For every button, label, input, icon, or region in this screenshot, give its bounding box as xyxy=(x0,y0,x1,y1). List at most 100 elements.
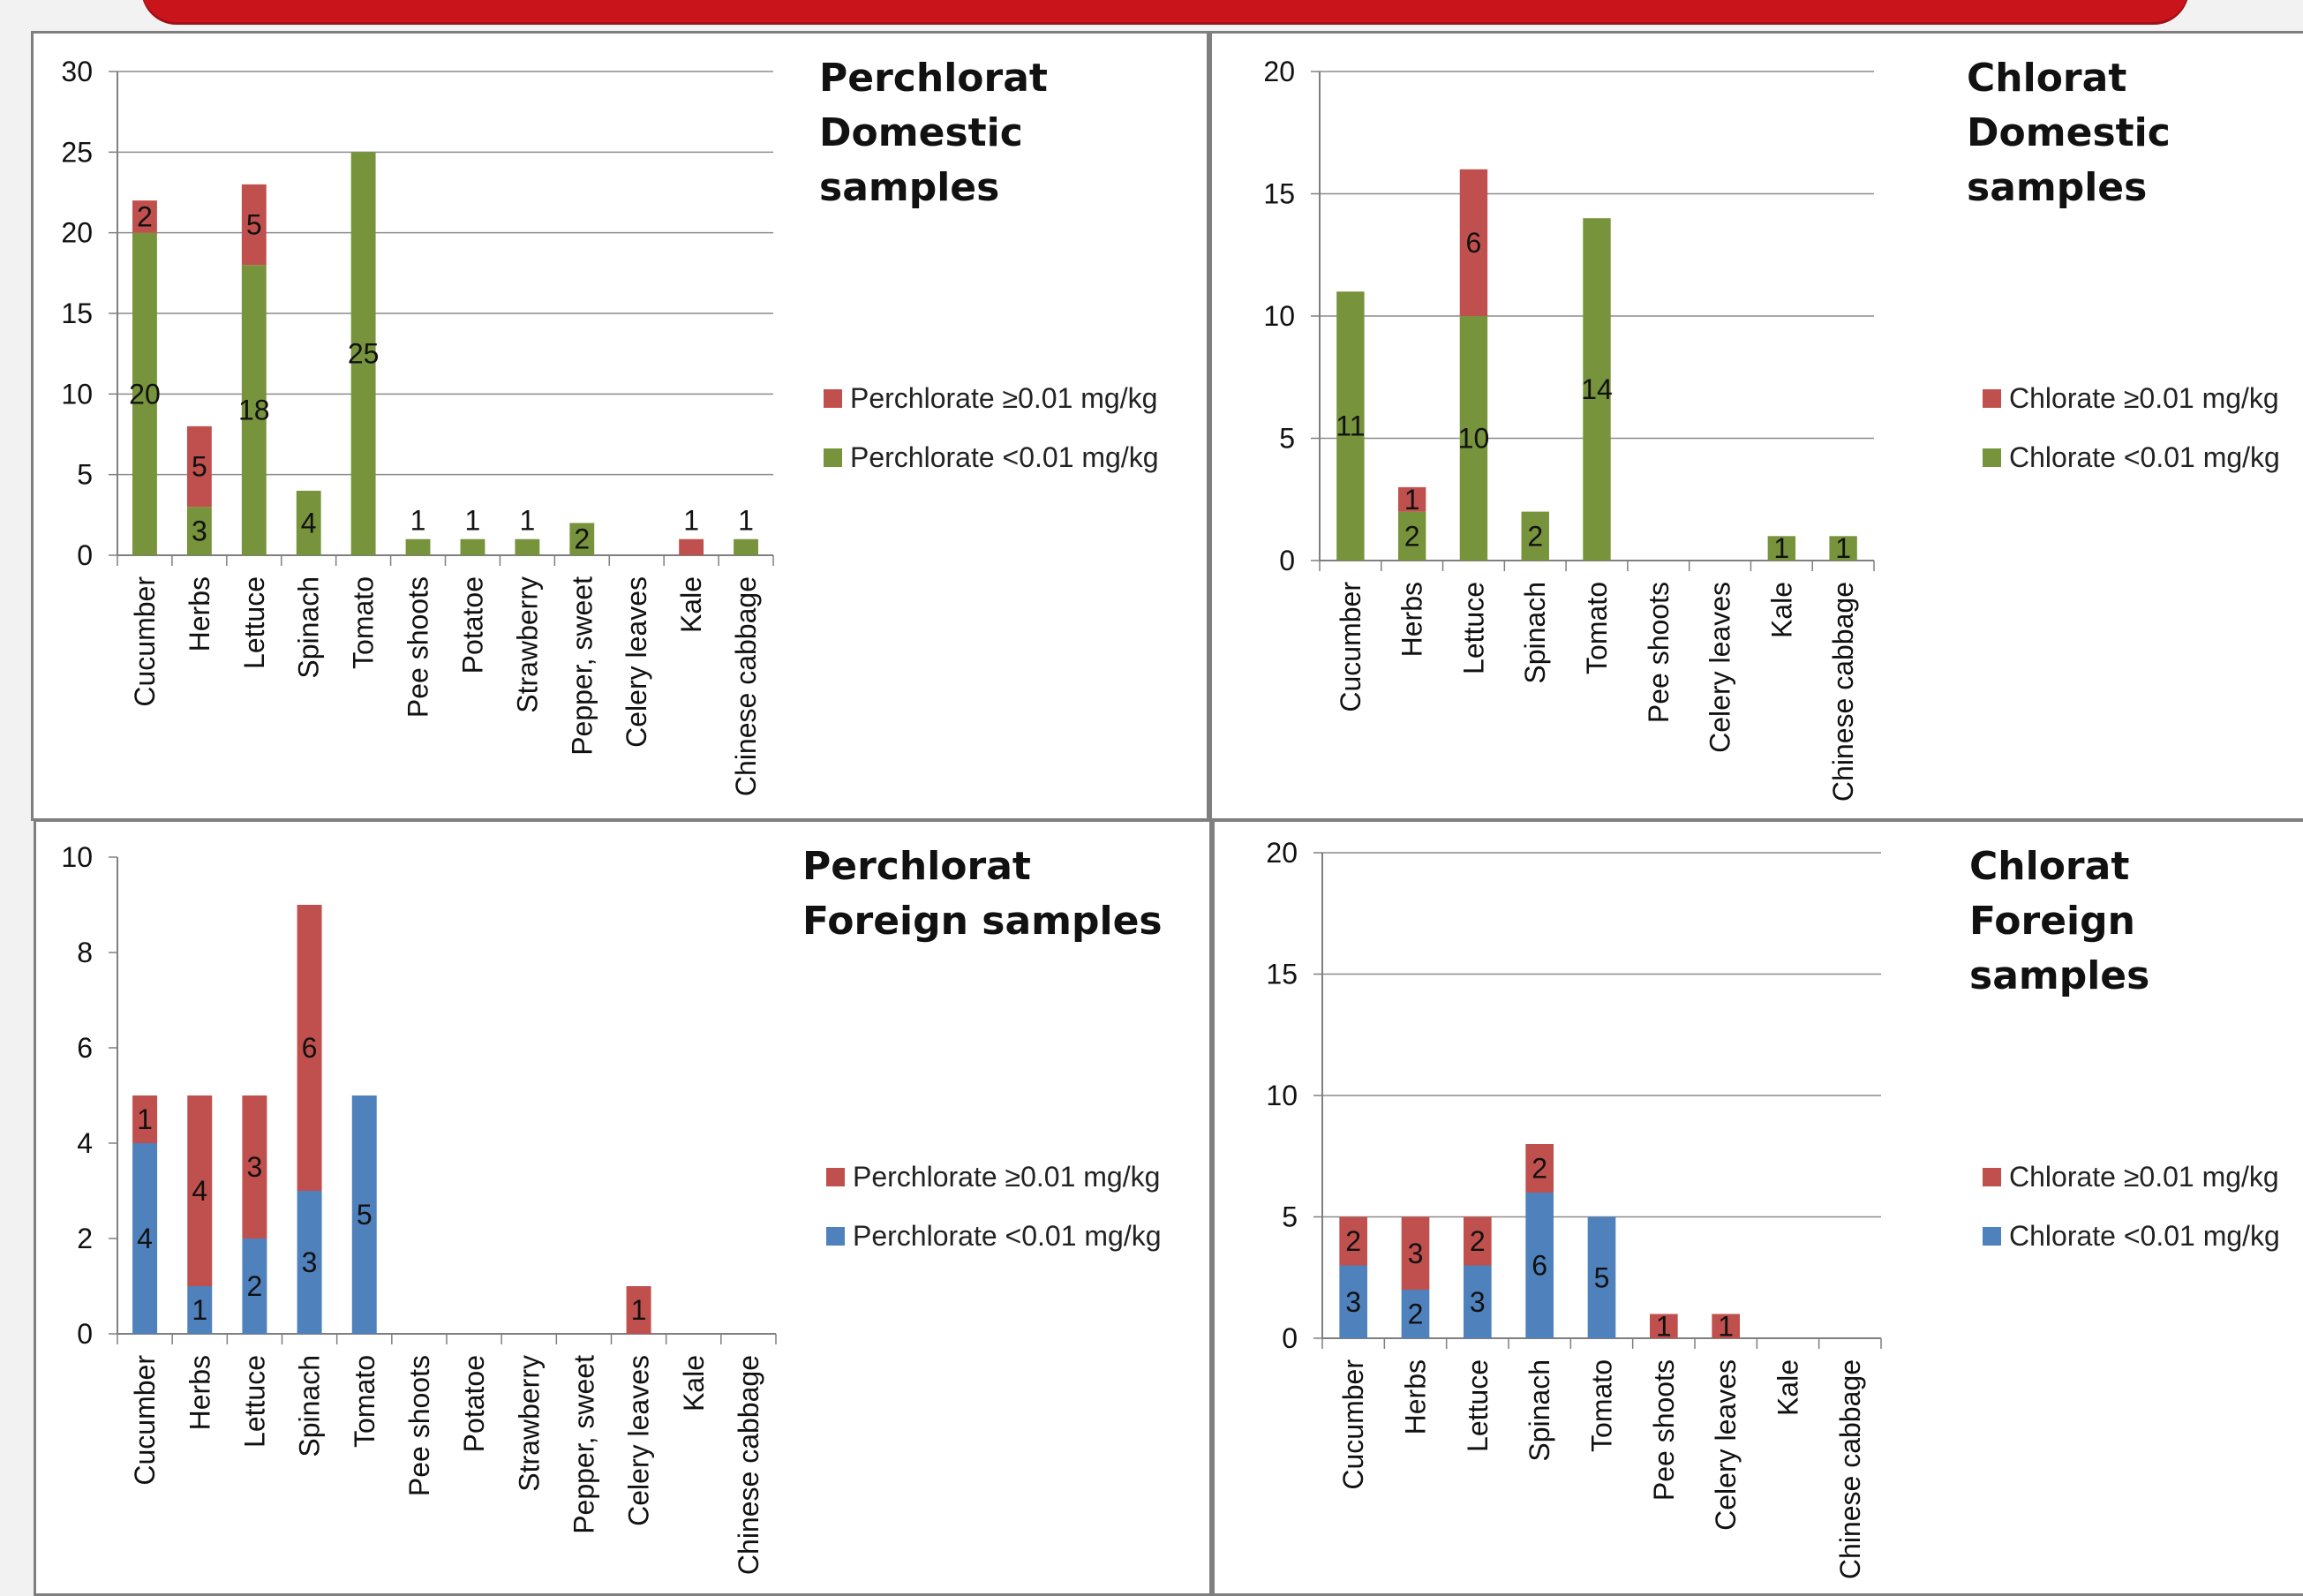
legend-swatch-high xyxy=(1983,388,2001,408)
legend-swatch-low xyxy=(824,448,842,467)
data-label: 5 xyxy=(246,209,262,241)
category-label-potatoe: Potatoe xyxy=(456,576,488,674)
legend-label-high: Chlorate ≥0.01 mg/kg xyxy=(2009,1160,2279,1193)
bar-spinach-low xyxy=(1525,1193,1554,1338)
chart-title: Chlorat Domestic samples xyxy=(1967,56,2171,210)
category-label-pepper-sweet: Pepper, sweet xyxy=(566,576,598,756)
bar-lettuce-high xyxy=(242,1095,267,1238)
bar-herbs-high xyxy=(1397,486,1426,512)
legend-swatch-high xyxy=(826,1167,845,1186)
category-label-spinach: Spinach xyxy=(294,1355,326,1457)
bar-kale-high xyxy=(679,538,704,555)
chart-legend: Perchlorate ≥0.01 mg/kg Perchlorate <0.0… xyxy=(824,380,1159,499)
category-label-lettuce: Lettuce xyxy=(1462,1359,1494,1452)
data-label: 6 xyxy=(1532,1250,1547,1282)
bar-lettuce-high xyxy=(1459,169,1488,316)
y-tick-label: 0 xyxy=(77,1318,93,1350)
data-label: 1 xyxy=(465,505,481,537)
y-tick-label: 10 xyxy=(1266,1080,1298,1111)
y-tick-label: 15 xyxy=(1266,959,1298,990)
bar-spinach-high xyxy=(297,905,322,1191)
data-label: 3 xyxy=(1408,1238,1424,1269)
category-label-pepper-sweet: Pepper, sweet xyxy=(568,1355,599,1534)
category-label-strawberry: Strawberry xyxy=(511,576,543,713)
data-label: 2 xyxy=(137,200,153,232)
data-label: 2 xyxy=(1404,520,1420,552)
y-tick-label: 10 xyxy=(61,378,93,410)
category-label-lettuce: Lettuce xyxy=(238,576,270,669)
y-tick-label: 0 xyxy=(77,539,93,571)
data-label: 1 xyxy=(1718,1310,1734,1342)
bar-lettuce-high xyxy=(241,184,267,266)
category-label-chinese-cabbage: Chinese cabbage xyxy=(733,1355,764,1575)
category-label-herbs: Herbs xyxy=(1396,582,1428,657)
category-label-cucumber: Cucumber xyxy=(129,1355,161,1486)
data-label: 4 xyxy=(137,1223,153,1254)
bar-cucumber-high xyxy=(132,200,157,233)
data-label: 1 xyxy=(137,1103,153,1135)
bar-lettuce-low xyxy=(1464,1265,1492,1338)
category-label-cucumber: Cucumber xyxy=(1335,582,1366,712)
category-label-tomato: Tomato xyxy=(1581,582,1613,674)
chart-legend: Chlorate ≥0.01 mg/kg Chlorate <0.01 mg/k… xyxy=(1983,380,2280,499)
legend-label-low: Chlorate <0.01 mg/kg xyxy=(2009,1219,2280,1252)
bar-lettuce-low xyxy=(242,1238,267,1334)
data-label: 3 xyxy=(302,1246,318,1278)
data-label: 1 xyxy=(519,505,535,537)
legend-swatch-low xyxy=(1983,448,2001,467)
legend-label-high: Perchlorate ≥0.01 mg/kg xyxy=(853,1160,1161,1193)
legend-item-high: Chlorate ≥0.01 mg/kg xyxy=(1983,380,2280,416)
data-label: 1 xyxy=(192,1294,207,1326)
chart-panel-perchlorat-foreign: 0 2 4 6 8 10 Cucumber Herbs Lettuce Spinach Tomato… xyxy=(34,819,1212,1596)
category-label-kale: Kale xyxy=(1765,582,1797,638)
top-banner xyxy=(141,0,2189,22)
bar-potatoe-low xyxy=(460,538,485,555)
y-tick-label: 15 xyxy=(1263,178,1295,210)
data-label: 1 xyxy=(1656,1310,1672,1342)
bar-cucumber-low xyxy=(132,232,157,555)
y-tick-label: 5 xyxy=(1279,423,1295,455)
data-label: 25 xyxy=(348,338,380,370)
data-label: 3 xyxy=(247,1151,263,1183)
bar-tomato-low xyxy=(1587,1216,1616,1338)
category-label-kale: Kale xyxy=(1772,1359,1804,1416)
bar-spinach-low xyxy=(1521,511,1549,561)
y-tick-label: 20 xyxy=(61,217,93,249)
legend-item-low: Chlorate <0.01 mg/kg xyxy=(1983,440,2280,475)
bar-spinach-high xyxy=(1525,1144,1554,1193)
legend-item-low: Chlorate <0.01 mg/kg xyxy=(1983,1218,2280,1253)
category-label-chinese-cabbage: Chinese cabbage xyxy=(730,576,762,796)
data-label: 3 xyxy=(192,516,207,547)
bar-kale-low xyxy=(1767,536,1796,561)
bar-chinese-cabbage-low xyxy=(734,538,758,555)
data-label: 2 xyxy=(1527,520,1543,552)
y-tick-label: 10 xyxy=(61,841,93,873)
category-label-kale: Kale xyxy=(675,576,707,633)
data-label: 6 xyxy=(1466,227,1482,259)
bar-tomato-low xyxy=(351,1095,377,1334)
data-label: 2 xyxy=(247,1270,263,1302)
category-label-spinach: Spinach xyxy=(1519,582,1551,684)
legend-swatch-low xyxy=(1983,1226,2001,1246)
legend-item-low: Perchlorate <0.01 mg/kg xyxy=(824,440,1159,475)
category-label-celery-leaves: Celery leaves xyxy=(1705,582,1736,753)
category-label-tomato: Tomato xyxy=(349,1355,380,1448)
legend-label-high: Chlorate ≥0.01 mg/kg xyxy=(2009,381,2279,414)
category-label-celery-leaves: Celery leaves xyxy=(623,1355,655,1526)
bar-herbs-low xyxy=(1401,1290,1430,1338)
legend-swatch-high xyxy=(824,388,842,408)
category-label-cucumber: Cucumber xyxy=(1337,1359,1369,1490)
chart-title: Chlorat Foreign samples xyxy=(1969,844,2150,998)
data-label: 1 xyxy=(631,1294,647,1326)
legend-item-low: Perchlorate <0.01 mg/kg xyxy=(826,1218,1162,1253)
y-tick-label: 20 xyxy=(1266,837,1298,869)
y-tick-label: 0 xyxy=(1282,1322,1298,1354)
y-tick-label: 25 xyxy=(61,136,93,168)
category-label-pee-shoots: Pee shoots xyxy=(403,576,434,718)
chart-legend: Chlorate ≥0.01 mg/kg Chlorate <0.01 mg/k… xyxy=(1983,1159,2280,1277)
category-label-chinese-cabbage: Chinese cabbage xyxy=(1827,582,1859,802)
legend-label-low: Chlorate <0.01 mg/kg xyxy=(2009,440,2280,473)
legend-item-high: Perchlorate ≥0.01 mg/kg xyxy=(824,380,1159,416)
data-label: 2 xyxy=(1345,1225,1361,1257)
